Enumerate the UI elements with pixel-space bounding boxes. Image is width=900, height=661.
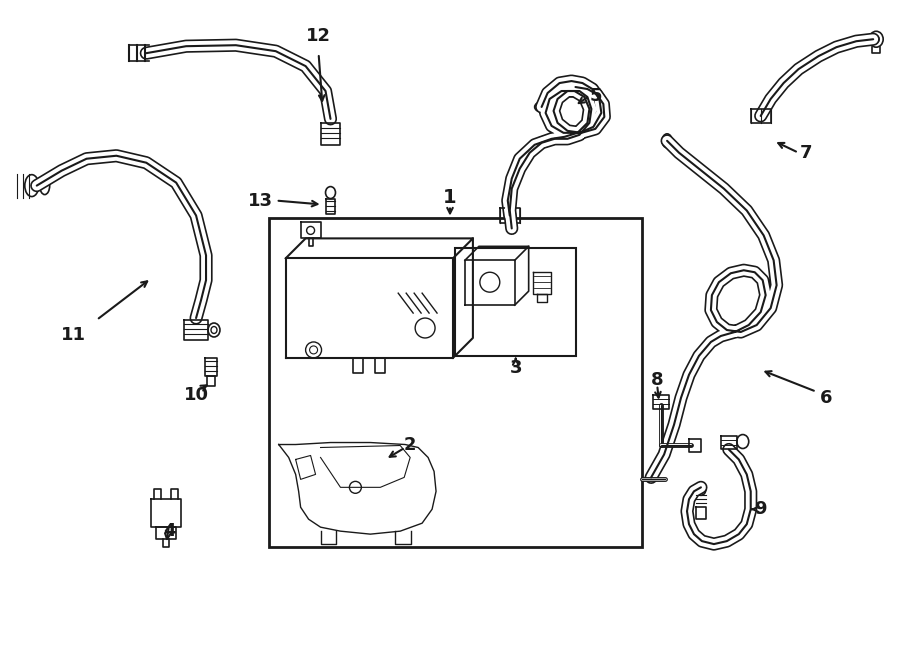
- Text: 5: 5: [590, 87, 601, 105]
- Text: 3: 3: [509, 359, 522, 377]
- Text: 12: 12: [306, 27, 331, 45]
- Text: 2: 2: [404, 436, 417, 453]
- Text: 13: 13: [248, 192, 274, 210]
- Text: 1: 1: [443, 188, 457, 207]
- Text: 6: 6: [820, 389, 832, 407]
- Text: 10: 10: [184, 386, 209, 404]
- Text: 11: 11: [61, 326, 86, 344]
- Bar: [455, 249, 577, 356]
- Text: 9: 9: [754, 500, 767, 518]
- Text: 7: 7: [800, 143, 813, 162]
- Bar: [269, 219, 643, 547]
- Text: 8: 8: [651, 371, 663, 389]
- Text: 4: 4: [163, 522, 176, 540]
